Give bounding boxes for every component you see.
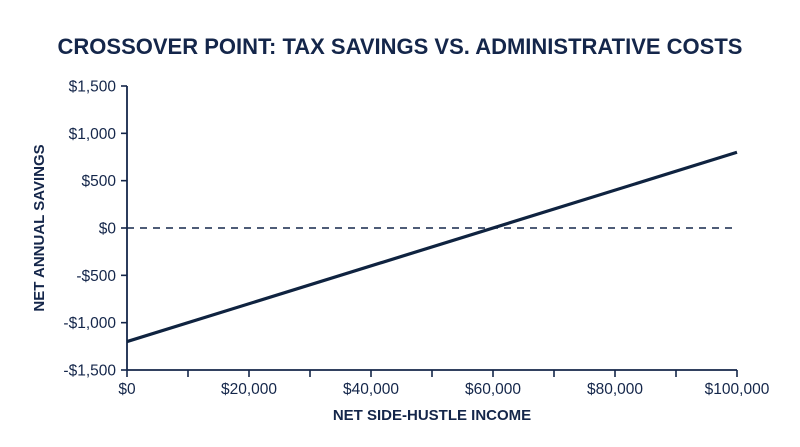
x-axis-label: NET SIDE-HUSTLE INCOME — [333, 407, 531, 424]
x-tick-label: $20,000 — [221, 381, 277, 398]
y-tick-label: -$1,500 — [63, 363, 116, 380]
y-tick-label: $1,000 — [69, 126, 117, 143]
x-tick-label: $100,000 — [705, 381, 770, 398]
y-tick-label: $500 — [82, 173, 117, 190]
x-tick-label: $0 — [118, 381, 136, 398]
y-tick-label: $1,500 — [69, 79, 117, 96]
x-tick-label: $80,000 — [587, 381, 643, 398]
y-tick-label: $0 — [99, 221, 117, 238]
series-layer — [126, 150, 738, 344]
savings-series-line — [126, 150, 738, 344]
y-tick-label: -$500 — [76, 268, 116, 285]
x-tick-label: $40,000 — [343, 381, 399, 398]
ticks-layer: $1,500$1,000$500$0-$500-$1,000-$1,500$0 $… — [63, 79, 769, 399]
chart-title: CROSSOVER POINT: TAX SAVINGS VS. ADMINIS… — [58, 34, 743, 59]
y-axis-label: NET ANNUAL SAVINGS — [31, 144, 48, 311]
x-tick-label: $60,000 — [465, 381, 521, 398]
y-tick-label: -$1,000 — [63, 315, 116, 332]
